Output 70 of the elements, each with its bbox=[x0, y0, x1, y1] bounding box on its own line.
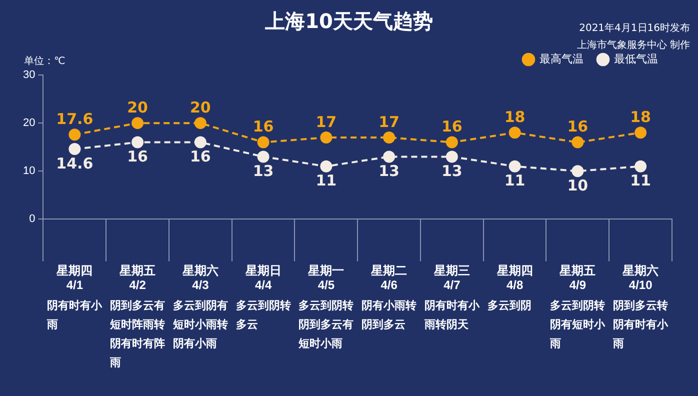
data-label: 16 bbox=[252, 118, 274, 136]
data-label: 11 bbox=[504, 172, 526, 190]
point bbox=[508, 126, 521, 139]
point bbox=[257, 136, 270, 148]
point bbox=[383, 131, 396, 144]
data-label: 10 bbox=[567, 176, 588, 195]
point bbox=[257, 150, 270, 163]
data-label: 20 bbox=[127, 98, 148, 116]
x-tick-label: 星期一 4/5 bbox=[307, 264, 344, 292]
data-label: 17 bbox=[316, 112, 337, 131]
x-tick-label: 星期四 4/1 bbox=[56, 264, 93, 292]
data-label: 16 bbox=[190, 148, 211, 166]
text: 多云到阴转阴到多云有短时小雨 bbox=[298, 298, 355, 352]
point bbox=[68, 143, 81, 156]
data-label: 13 bbox=[252, 162, 274, 180]
data-label: 14.6 bbox=[56, 154, 94, 172]
x-tick-label: 星期六 4/3 bbox=[181, 264, 218, 292]
point bbox=[320, 131, 332, 144]
x-tick-label: 星期五 4/9 bbox=[558, 264, 596, 292]
point bbox=[68, 128, 81, 141]
x-tick-label: 星期六 4/10 bbox=[622, 264, 659, 292]
text: 阴到多云有短时阵雨转阴有时有阵雨 bbox=[110, 298, 166, 371]
x-tick-label: 星期二 4/6 bbox=[370, 264, 408, 292]
data-label: 18 bbox=[630, 108, 651, 126]
data-label: 16 bbox=[127, 148, 148, 166]
data-label: 17 bbox=[378, 112, 400, 131]
x-tick-label: 星期三 4/7 bbox=[432, 264, 470, 292]
text: 上海市气象服务中心 制作 bbox=[576, 38, 690, 53]
data-label: 13 bbox=[378, 162, 400, 180]
text: 多云到阴转多云 bbox=[236, 298, 292, 333]
text: 阴有时有小雨 bbox=[47, 298, 104, 333]
point bbox=[508, 160, 521, 172]
text: 多云到阴 bbox=[487, 298, 532, 314]
legend-label: 最高气温 bbox=[540, 52, 584, 66]
text: 阴到多云转阴有时有小雨 bbox=[613, 298, 670, 352]
point bbox=[446, 136, 458, 148]
point bbox=[132, 136, 144, 148]
point bbox=[634, 160, 647, 172]
x-tick-label: 星期日 4/4 bbox=[244, 264, 282, 292]
y-tick-label: 30 bbox=[22, 69, 36, 82]
data-label: 13 bbox=[441, 162, 462, 180]
text: 多云到阴转阴有短时小雨 bbox=[550, 298, 606, 352]
point bbox=[383, 150, 396, 163]
data-label: 11 bbox=[316, 172, 337, 190]
point bbox=[194, 117, 206, 130]
data-label: 16 bbox=[567, 118, 588, 136]
data-label: 20 bbox=[190, 98, 211, 116]
point bbox=[446, 150, 458, 163]
data-label: 16 bbox=[441, 118, 462, 136]
text: 2021年4月1日16时发布 bbox=[578, 22, 690, 36]
y-tick-label: 20 bbox=[22, 117, 36, 130]
point bbox=[572, 136, 584, 148]
point bbox=[634, 126, 647, 139]
x-tick-label: 星期五 4/2 bbox=[118, 264, 156, 292]
data-label: 18 bbox=[504, 108, 526, 126]
data-label: 17.6 bbox=[56, 110, 94, 128]
data-label: 11 bbox=[630, 172, 651, 190]
point bbox=[320, 160, 332, 172]
y-axis-title: 单位：℃ bbox=[24, 54, 66, 68]
text: 阴有时有小雨转阴天 bbox=[424, 298, 480, 333]
text: 多云到阴有短时小雨转阴有小雨 bbox=[172, 298, 229, 352]
chart-title: 上海10天天气趋势 bbox=[265, 9, 433, 33]
y-tick-label: 0 bbox=[29, 213, 36, 226]
y-tick-label: 10 bbox=[22, 165, 36, 178]
point bbox=[194, 136, 206, 148]
point bbox=[572, 165, 584, 178]
text: 阴有小雨转阴到多云 bbox=[362, 298, 418, 333]
x-tick-label: 星期四 4/8 bbox=[496, 264, 533, 292]
point bbox=[132, 117, 144, 130]
legend-label: 最低气温 bbox=[614, 54, 658, 66]
